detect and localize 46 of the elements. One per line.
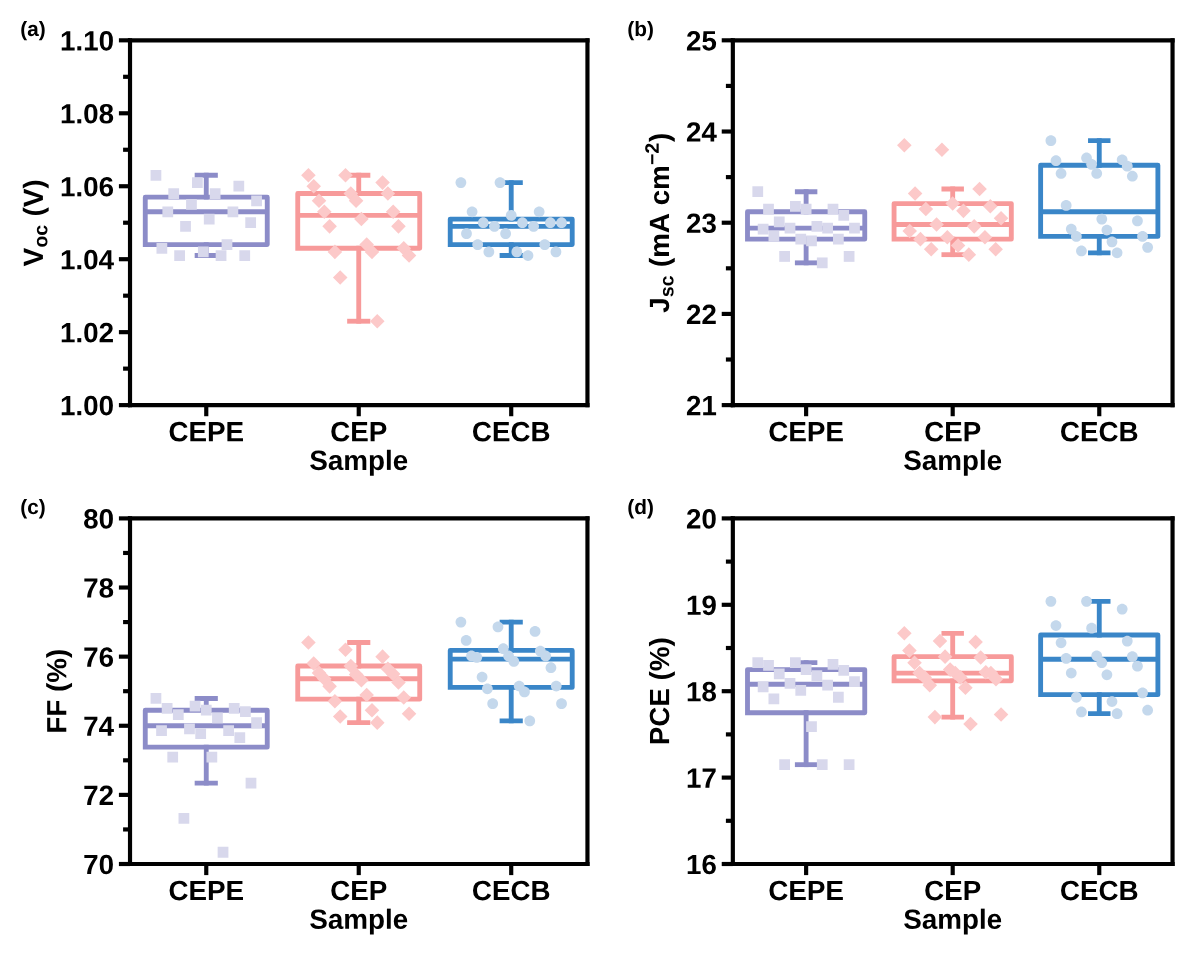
- chart-title: (c): [21, 498, 45, 519]
- x-tick-label: CEPE: [769, 880, 843, 901]
- y-tick-label: 70: [84, 854, 113, 875]
- y-tick-label: 1.00: [61, 395, 113, 416]
- y-tick-label: 17: [687, 768, 716, 788]
- y-tick-label: 1.10: [61, 30, 113, 51]
- chart-title: (a): [21, 20, 45, 41]
- y-tick-label: 80: [84, 509, 113, 529]
- y-tick-label: 1.08: [61, 103, 114, 124]
- y-tick-label: 1.04: [61, 249, 114, 270]
- y-tick-label: 20: [686, 509, 716, 529]
- chart-title: (b): [628, 20, 653, 41]
- y-axis-title: V$_{oc}$ (V): [22, 180, 49, 267]
- x-tick-label: CECB: [473, 421, 550, 442]
- y-axis-title: J$_{sc}$ (mA cm$^{−2}$): [645, 134, 675, 313]
- x-tick-label: CEP: [925, 421, 981, 442]
- y-tick-label: 78: [84, 578, 114, 598]
- y-tick-label: 23: [686, 213, 716, 234]
- y-tick-label: 22: [686, 304, 716, 324]
- x-tick-label: CEP: [331, 880, 387, 901]
- y-tick-label: 25: [686, 30, 717, 51]
- y-axis-title: FF (%): [46, 650, 73, 732]
- y-tick-label: 74: [84, 716, 114, 736]
- x-tick-label: CECB: [473, 880, 550, 901]
- x-tick-label: CECB: [1061, 880, 1138, 901]
- y-tick-label: 18: [687, 681, 717, 702]
- x-axis-title: Sample: [310, 908, 408, 935]
- y-tick-label: 1.06: [61, 176, 114, 197]
- x-tick-label: CEPE: [169, 421, 243, 442]
- x-axis-title: Sample: [904, 908, 1002, 935]
- x-tick-label: CEP: [331, 421, 387, 442]
- x-tick-label: CEP: [925, 880, 981, 901]
- y-tick-label: 24: [686, 122, 717, 142]
- y-tick-label: 16: [687, 854, 716, 875]
- y-axis-title: PCE (%): [648, 638, 675, 744]
- x-tick-label: CECB: [1061, 421, 1138, 442]
- chart-title: (d): [628, 498, 653, 519]
- y-tick-label: 19: [687, 595, 716, 616]
- y-tick-label: 1.02: [61, 322, 113, 343]
- y-tick-label: 72: [84, 785, 113, 805]
- x-axis-title: Sample: [310, 449, 408, 476]
- x-tick-label: CEPE: [769, 421, 843, 442]
- y-tick-label: 21: [686, 395, 717, 416]
- y-tick-label: 76: [84, 647, 114, 667]
- x-axis-title: Sample: [904, 449, 1002, 476]
- x-tick-label: CEPE: [169, 880, 243, 901]
